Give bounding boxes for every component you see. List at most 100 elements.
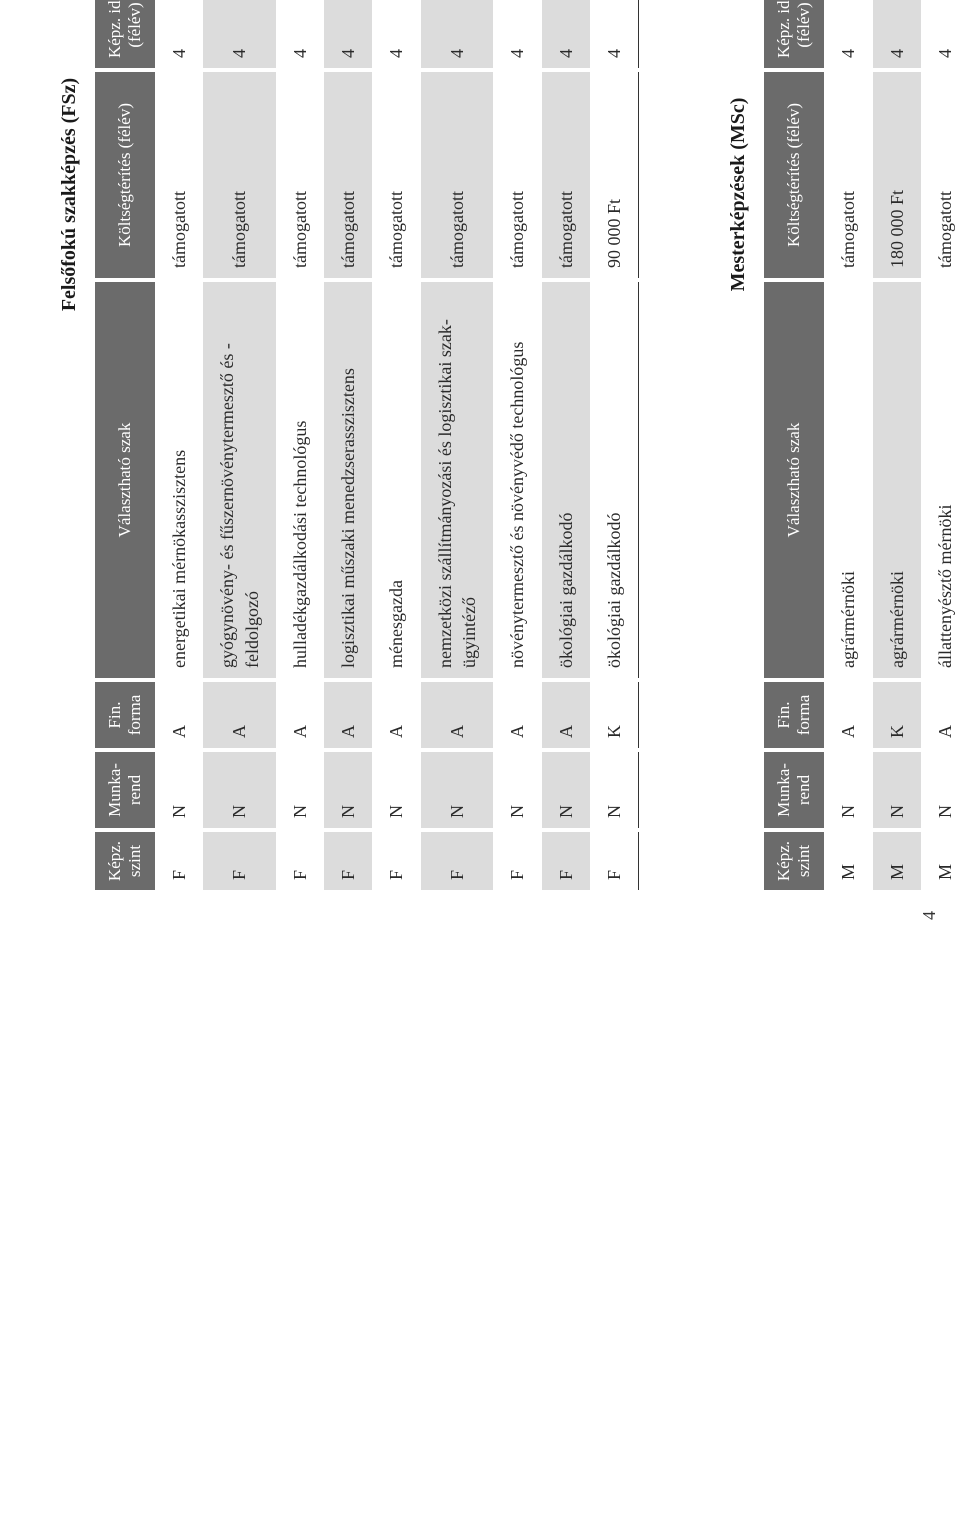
col-ido-header: Képz. idő (félév) bbox=[95, 0, 155, 70]
col-szak-cell: ökológiai gazdálkodó bbox=[590, 280, 639, 680]
col-ido-cell: 4 bbox=[824, 0, 872, 70]
col-munka-cell: N bbox=[921, 750, 960, 830]
col-munka-header: Munka-rend bbox=[764, 750, 824, 830]
col-ido-cell: 4 bbox=[324, 0, 372, 70]
col-munka-cell: N bbox=[542, 750, 590, 830]
col-fin-cell: A bbox=[421, 680, 494, 750]
col-szint-cell: F bbox=[276, 830, 324, 890]
col-szak-cell: logisztikai műszaki menedzserasszisztens bbox=[324, 280, 372, 680]
col-szint-cell: M bbox=[921, 830, 960, 890]
fsz-table: Képz. szint Munka-rend Fin. forma Válasz… bbox=[95, 0, 639, 890]
msc-title: Mesterképzések (MSc) bbox=[727, 0, 750, 890]
col-fin-cell: A bbox=[493, 680, 541, 750]
col-fin-header: Fin. forma bbox=[95, 680, 155, 750]
col-ido-cell: 4 bbox=[421, 0, 494, 70]
col-ido-cell: 4 bbox=[276, 0, 324, 70]
col-szint-cell: F bbox=[372, 830, 420, 890]
col-szak-cell: növénytermesztő és növényvédő technológu… bbox=[493, 280, 541, 680]
table-row: FNAménesgazdatámogatott410 < 15 bbox=[372, 0, 420, 890]
table-row: FNAnövénytermesztő és növényvédő technol… bbox=[493, 0, 541, 890]
col-kolts-cell: támogatott bbox=[155, 70, 203, 280]
col-kolts-cell: támogatott bbox=[493, 70, 541, 280]
fsz-title: Felsőfokú szakképzés (FSz) bbox=[58, 0, 81, 890]
col-ido-cell: 4 bbox=[873, 0, 921, 70]
table-row: FNAgyógynövény- és fűszernövénytermesztő… bbox=[203, 0, 276, 890]
col-fin-cell: A bbox=[824, 680, 872, 750]
col-szak-cell: hulladékgazdálkodási technológus bbox=[276, 280, 324, 680]
col-kolts-cell: támogatott bbox=[324, 70, 372, 280]
col-fin-cell: A bbox=[921, 680, 960, 750]
col-szint-cell: F bbox=[203, 830, 276, 890]
col-munka-header: Munka-rend bbox=[95, 750, 155, 830]
col-munka-cell: N bbox=[372, 750, 420, 830]
col-munka-cell: N bbox=[276, 750, 324, 830]
col-kolts-cell: 90 000 Ft bbox=[590, 70, 639, 280]
col-szint-cell: F bbox=[590, 830, 639, 890]
col-szint-cell: F bbox=[493, 830, 541, 890]
col-kolts-header: Költségtérítés (félév) bbox=[764, 70, 824, 280]
col-szint-cell: F bbox=[421, 830, 494, 890]
table-row: MNKagrármérnöki180 000 Ft4 bbox=[873, 0, 921, 890]
col-fin-cell: K bbox=[590, 680, 639, 750]
col-ido-cell: 4 bbox=[921, 0, 960, 70]
col-munka-cell: N bbox=[421, 750, 494, 830]
col-szak-cell: állattenyésztő mérnöki bbox=[921, 280, 960, 680]
col-fin-cell: K bbox=[873, 680, 921, 750]
col-szint-cell: F bbox=[324, 830, 372, 890]
col-kolts-cell: támogatott bbox=[203, 70, 276, 280]
col-munka-cell: N bbox=[873, 750, 921, 830]
col-munka-cell: N bbox=[590, 750, 639, 830]
col-fin-cell: A bbox=[324, 680, 372, 750]
table-row: FNAnemzetközi szállítmányozási és logisz… bbox=[421, 0, 494, 890]
col-ido-cell: 4 bbox=[372, 0, 420, 70]
col-szak-cell: ménesgazda bbox=[372, 280, 420, 680]
col-fin-cell: A bbox=[203, 680, 276, 750]
page-number: 4 bbox=[919, 911, 940, 920]
col-szak-cell: gyógynövény- és fűszernövénytermesztő és… bbox=[203, 280, 276, 680]
col-fin-cell: A bbox=[276, 680, 324, 750]
col-ido-cell: 4 bbox=[203, 0, 276, 70]
col-kolts-cell: támogatott bbox=[276, 70, 324, 280]
col-szak-cell: energetikai mérnökasszisztens bbox=[155, 280, 203, 680]
col-kolts-cell: támogatott bbox=[824, 70, 872, 280]
col-szint-header: Képz. szint bbox=[764, 830, 824, 890]
table-row: FNAlogisztikai műszaki menedzserassziszt… bbox=[324, 0, 372, 890]
col-szint-cell: M bbox=[873, 830, 921, 890]
col-munka-cell: N bbox=[203, 750, 276, 830]
col-kolts-cell: támogatott bbox=[542, 70, 590, 280]
col-szak-header: Választható szak bbox=[95, 280, 155, 680]
col-ido-cell: 4 bbox=[493, 0, 541, 70]
col-munka-cell: N bbox=[155, 750, 203, 830]
col-szint-cell: M bbox=[824, 830, 872, 890]
table-row: FNAökológiai gazdálkodótámogatott45 < 20 bbox=[542, 0, 590, 890]
col-kolts-cell: támogatott bbox=[372, 70, 420, 280]
table-row: MNAagrármérnökitámogatott45 < 40felvétel… bbox=[824, 0, 872, 890]
col-szak-header: Választható szak bbox=[764, 280, 824, 680]
col-fin-cell: A bbox=[542, 680, 590, 750]
col-ido-header: Képz. idő (félév) bbox=[764, 0, 824, 70]
col-kolts-cell: támogatott bbox=[421, 70, 494, 280]
col-ido-cell: 4 bbox=[155, 0, 203, 70]
col-munka-cell: N bbox=[824, 750, 872, 830]
col-kolts-cell: támogatott bbox=[921, 70, 960, 280]
col-fin-cell: A bbox=[372, 680, 420, 750]
col-szint-cell: F bbox=[155, 830, 203, 890]
col-munka-cell: N bbox=[493, 750, 541, 830]
col-szak-cell: nemzetközi szállítmányozási és logisztik… bbox=[421, 280, 494, 680]
col-fin-cell: A bbox=[155, 680, 203, 750]
col-szint-cell: F bbox=[542, 830, 590, 890]
col-munka-cell: N bbox=[324, 750, 372, 830]
col-ido-cell: 4 bbox=[542, 0, 590, 70]
col-fin-header: Fin. forma bbox=[764, 680, 824, 750]
col-szak-cell: agrármérnöki bbox=[824, 280, 872, 680]
table-row: MNAállattenyésztő mérnökitámogatott45 < … bbox=[921, 0, 960, 890]
col-ido-cell: 4 bbox=[590, 0, 639, 70]
col-szak-cell: agrármérnöki bbox=[873, 280, 921, 680]
col-kolts-cell: 180 000 Ft bbox=[873, 70, 921, 280]
fsz-header-row: Képz. szint Munka-rend Fin. forma Válasz… bbox=[95, 0, 155, 890]
table-row: FNAhulladékgazdálkodási technológustámog… bbox=[276, 0, 324, 890]
col-kolts-header: Költségtérítés (félév) bbox=[95, 70, 155, 280]
table-row: FNKökológiai gazdálkodó90 000 Ft4 bbox=[590, 0, 639, 890]
col-szint-header: Képz. szint bbox=[95, 830, 155, 890]
table-row: FNAenergetikai mérnökasszisztenstámogato… bbox=[155, 0, 203, 890]
